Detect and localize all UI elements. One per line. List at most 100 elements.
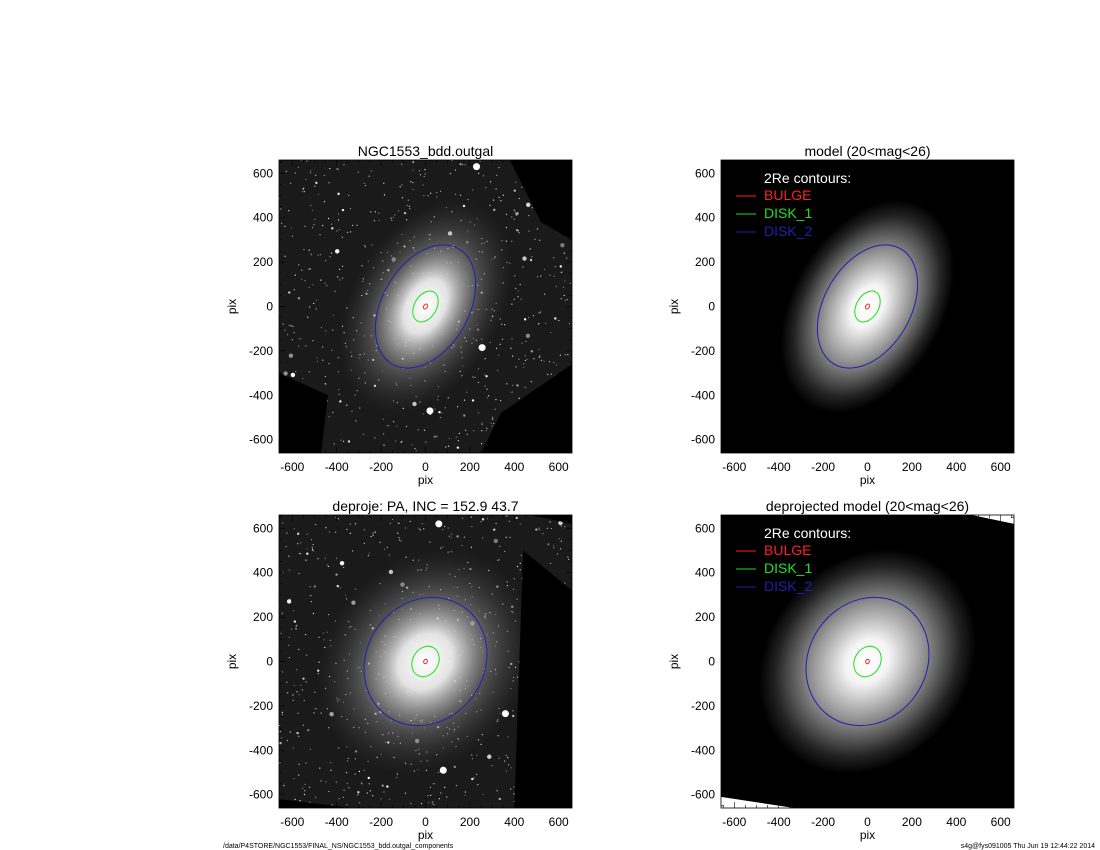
y-axis-label: pix	[225, 299, 239, 314]
star	[350, 231, 352, 233]
star	[496, 174, 498, 177]
star	[554, 317, 557, 320]
contour-bulge	[423, 658, 428, 665]
star	[567, 354, 569, 356]
star	[298, 264, 300, 266]
star	[390, 217, 392, 219]
star	[309, 172, 312, 174]
star	[404, 792, 407, 794]
star	[386, 546, 388, 549]
star	[538, 356, 540, 359]
star	[438, 410, 441, 414]
star	[291, 339, 293, 341]
star	[281, 222, 283, 224]
star	[315, 308, 317, 310]
star	[382, 433, 385, 435]
star	[329, 256, 331, 258]
star	[362, 433, 364, 436]
star	[404, 527, 407, 529]
star	[482, 793, 484, 795]
star	[519, 523, 521, 525]
star	[330, 769, 332, 771]
x-tick-label: -600	[280, 460, 304, 474]
star	[347, 231, 349, 233]
star	[333, 443, 335, 445]
y-tick-label: -400	[691, 743, 715, 757]
star	[444, 786, 446, 788]
star	[470, 516, 472, 518]
star	[481, 430, 483, 432]
star	[516, 565, 519, 568]
star	[327, 613, 330, 616]
star	[306, 552, 309, 555]
star	[361, 783, 363, 785]
star	[315, 181, 318, 185]
star	[305, 345, 307, 347]
star	[438, 798, 440, 800]
star	[297, 712, 299, 714]
star	[493, 422, 495, 425]
contour-disk_1	[412, 290, 439, 323]
star	[464, 791, 466, 793]
star	[339, 268, 341, 270]
star	[471, 777, 474, 781]
star	[489, 204, 491, 206]
x-tick-label: 400	[504, 460, 524, 474]
star	[298, 763, 300, 765]
star	[328, 363, 330, 365]
star	[325, 527, 327, 529]
y-axis-label: pix	[667, 299, 681, 314]
star	[568, 323, 571, 325]
star	[493, 538, 499, 544]
star	[492, 416, 494, 418]
star	[382, 418, 384, 420]
bright-star	[439, 766, 447, 774]
footer-timestamp: s4g@fys091005 Thu Jun 19 12:44:22 2014	[961, 843, 1095, 850]
star	[305, 178, 307, 180]
star	[472, 376, 474, 378]
star	[293, 777, 295, 780]
star	[322, 632, 325, 634]
y-tick-label: -200	[691, 699, 715, 713]
star	[292, 699, 294, 701]
star	[487, 395, 490, 397]
star	[286, 599, 292, 604]
star	[394, 214, 396, 216]
star	[346, 804, 348, 806]
star	[289, 731, 291, 733]
star	[286, 532, 288, 534]
x-tick-label: 0	[422, 815, 429, 829]
star	[310, 253, 312, 255]
star	[461, 544, 463, 547]
y-tick-label: 0	[708, 300, 715, 314]
star	[500, 400, 502, 402]
star	[311, 226, 314, 229]
star	[331, 804, 333, 806]
y-tick-label: 200	[253, 255, 273, 269]
star	[332, 411, 334, 414]
panel-3: -600 -400 -200 0 200 400 600 -600 -400 -200 0 200 40…	[225, 498, 573, 842]
y-tick-label: 600	[695, 521, 715, 535]
star	[412, 181, 414, 184]
star	[297, 297, 301, 300]
star	[303, 700, 305, 702]
star	[328, 416, 330, 418]
star	[351, 224, 354, 226]
star	[440, 792, 442, 794]
star	[383, 182, 385, 184]
contour-bulge	[864, 303, 871, 310]
star	[436, 191, 438, 194]
x-tick-label: 400	[946, 815, 966, 829]
star	[420, 802, 423, 805]
star	[305, 681, 307, 683]
star	[434, 408, 436, 410]
star	[351, 410, 353, 412]
star	[560, 298, 562, 300]
star	[378, 212, 380, 214]
star	[513, 189, 516, 192]
star	[491, 765, 493, 767]
star	[496, 790, 498, 792]
image-galaxy-with-stars-deprojected	[279, 515, 572, 808]
star	[338, 798, 340, 800]
star	[345, 594, 347, 596]
